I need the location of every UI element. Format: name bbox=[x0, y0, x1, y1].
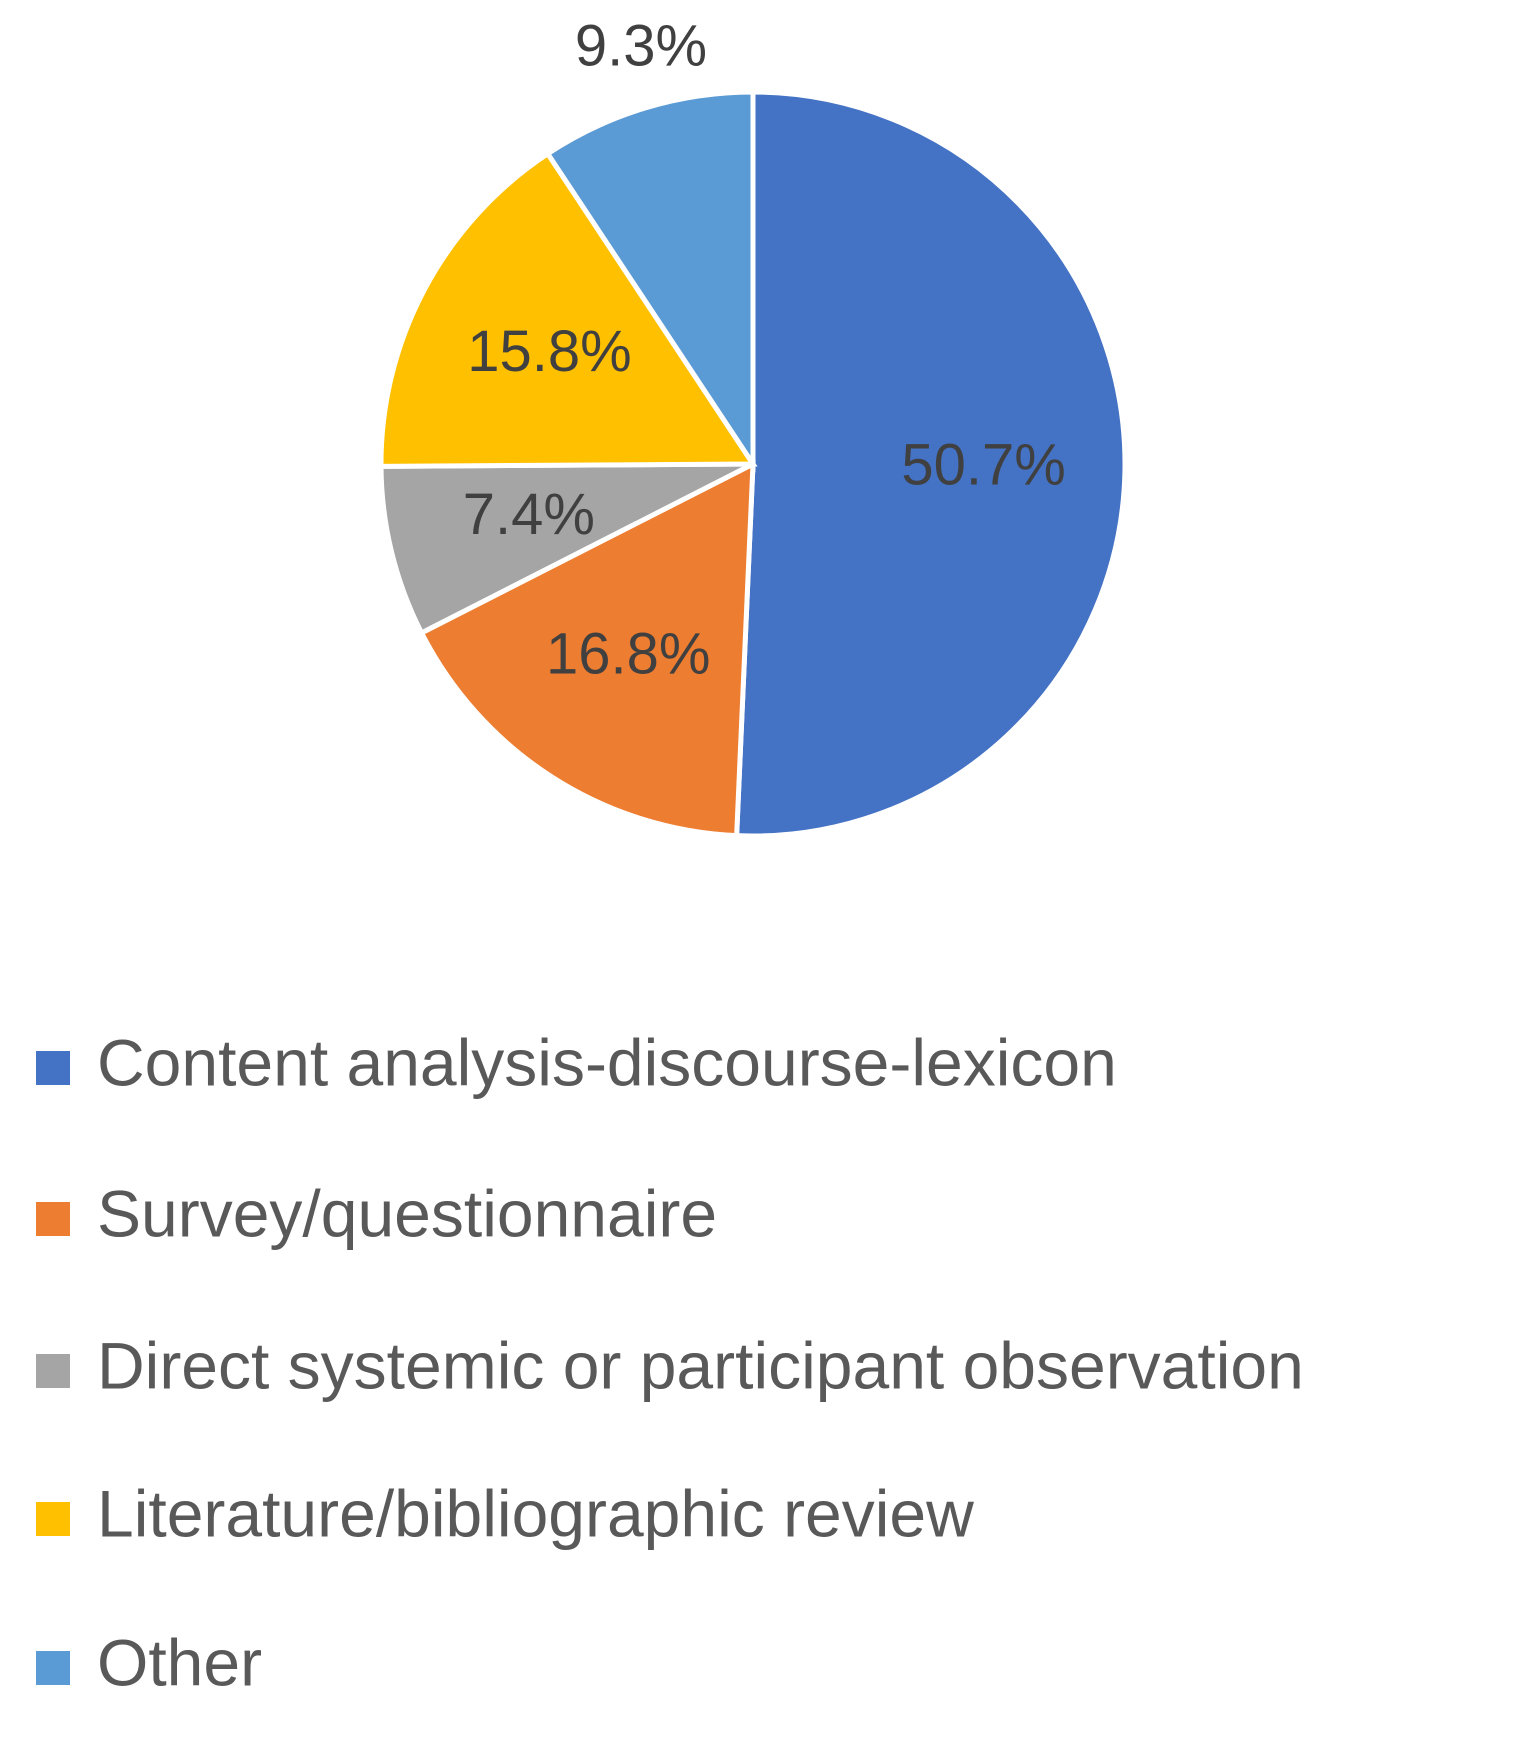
legend-swatch bbox=[36, 1354, 70, 1388]
legend-swatch bbox=[36, 1651, 70, 1685]
legend-swatch bbox=[36, 1202, 70, 1236]
legend-label: Direct systemic or participant observati… bbox=[97, 1328, 1304, 1402]
legend-swatch bbox=[36, 1051, 70, 1085]
pie-slice bbox=[544, 89, 756, 473]
pie-slice bbox=[378, 461, 755, 637]
legend-label: Literature/bibliographic review bbox=[97, 1476, 974, 1550]
data-label: 15.8% bbox=[467, 319, 631, 384]
legend-label: Other bbox=[97, 1625, 262, 1699]
pie-slice bbox=[418, 459, 756, 839]
data-label: 50.7% bbox=[901, 432, 1065, 497]
legend-label: Survey/questionnaire bbox=[97, 1176, 717, 1250]
pie-slice bbox=[734, 89, 1128, 839]
data-label: 7.4% bbox=[463, 482, 595, 547]
legend-label: Content analysis-discourse-lexicon bbox=[97, 1025, 1117, 1099]
data-label: 9.3% bbox=[575, 13, 707, 78]
legend-swatch bbox=[36, 1502, 70, 1536]
data-label: 16.8% bbox=[546, 621, 710, 686]
pie-slice bbox=[378, 150, 758, 469]
